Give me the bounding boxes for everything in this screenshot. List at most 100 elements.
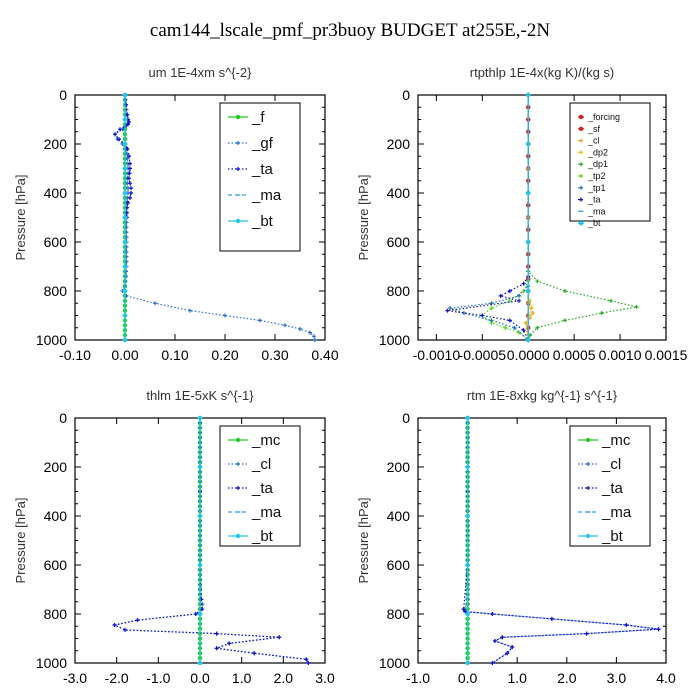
data-point xyxy=(490,612,495,616)
series-bt xyxy=(122,92,128,343)
y-tick-label: 400 xyxy=(44,508,68,524)
data-point xyxy=(313,338,317,342)
legend-marker xyxy=(235,218,241,224)
data-point xyxy=(127,119,131,124)
y-tick-label: 800 xyxy=(387,283,411,299)
legend-marker xyxy=(235,437,241,443)
legend-marker xyxy=(236,141,240,145)
data-point xyxy=(113,132,117,137)
data-point xyxy=(197,562,203,568)
data-point xyxy=(122,92,128,98)
legend-marker xyxy=(586,486,590,490)
data-point xyxy=(200,607,205,612)
data-point xyxy=(127,154,131,159)
data-point xyxy=(634,304,639,309)
series-line xyxy=(447,95,529,341)
y-tick-label: 0 xyxy=(59,410,67,426)
legend-marker xyxy=(579,174,583,178)
x-tick-label: -0.10 xyxy=(59,347,91,363)
chart-panel-3: thlm 1E-5xK s^{-1} Pressure [hPa] 0 200 400 6… xyxy=(13,388,335,686)
data-point xyxy=(125,205,129,210)
data-point xyxy=(526,337,531,343)
data-point xyxy=(465,513,470,519)
data-point xyxy=(535,279,540,284)
legend-marker xyxy=(579,185,583,190)
data-point xyxy=(465,660,470,666)
legend-marker xyxy=(578,221,584,226)
data-point xyxy=(277,635,282,640)
x-tick-label: -0.0005 xyxy=(459,347,507,363)
data-point xyxy=(490,661,495,665)
y-tick-label: 200 xyxy=(44,459,68,475)
y-tick-label: 600 xyxy=(44,557,68,573)
data-point xyxy=(465,611,470,617)
data-point xyxy=(122,288,128,294)
data-point xyxy=(500,635,505,640)
data-point xyxy=(129,191,133,195)
series-line xyxy=(112,418,309,664)
data-point xyxy=(535,325,540,330)
legend-label: _mc xyxy=(251,432,281,449)
data-point xyxy=(498,293,503,298)
y-tick-label: 400 xyxy=(44,185,68,201)
y-axis-label: Pressure [hPa] xyxy=(356,498,371,584)
data-point xyxy=(656,627,661,632)
data-point xyxy=(584,631,589,636)
data-point xyxy=(122,215,128,220)
series-line xyxy=(524,95,533,341)
chart-panel-2: rtpthlp 1E-4x(kg K)/(kg s) Pressure [hPa]… xyxy=(356,65,688,363)
data-point xyxy=(197,464,203,470)
chart-panel-1: um 1E-4xm s^{-2} Pressure [hPa] 0 200 400 600… xyxy=(13,65,339,363)
data-point xyxy=(197,513,203,519)
legend-marker xyxy=(578,126,584,131)
data-point xyxy=(562,318,567,323)
data-point xyxy=(197,611,203,617)
data-point xyxy=(122,166,128,171)
series-ta xyxy=(445,93,531,342)
legend: _forcing _sf _cl_dp2 _dp1 _tp2 _tp1 _ta_ma _bt xyxy=(569,102,651,228)
data-point xyxy=(521,281,526,286)
data-point xyxy=(188,308,192,313)
data-point xyxy=(517,298,522,303)
y-tick-label: 0 xyxy=(402,410,410,426)
data-point xyxy=(507,318,512,323)
data-point xyxy=(526,92,531,98)
x-tick-label: -0.0010 xyxy=(413,347,461,363)
y-tick-label: 400 xyxy=(387,185,411,201)
data-point xyxy=(117,137,121,142)
x-tick-label: -3.0 xyxy=(63,670,87,686)
data-point xyxy=(118,127,122,132)
legend-box xyxy=(219,102,301,252)
legend-label: _ma xyxy=(251,504,282,521)
y-tick-label: 800 xyxy=(387,606,411,622)
x-tick-label: 0.00 xyxy=(111,347,138,363)
data-point xyxy=(214,631,219,636)
x-tick-label: 0.20 xyxy=(211,347,238,363)
y-axis-label: Pressure [hPa] xyxy=(356,175,371,261)
x-tick-label: 0.40 xyxy=(311,347,338,363)
legend-marker xyxy=(235,533,241,539)
legend-marker xyxy=(586,462,590,466)
data-point xyxy=(122,313,128,318)
y-tick-label: 800 xyxy=(44,606,68,622)
legend-box xyxy=(569,102,651,222)
data-point xyxy=(227,641,232,646)
data-point xyxy=(193,612,198,616)
y-tick-label: 1000 xyxy=(379,332,410,348)
data-point xyxy=(122,239,128,245)
y-tick-label: 600 xyxy=(387,234,411,250)
chart-panel-4: rtm 1E-8xkg kg^{-1} s^{-1} Pressure [hPa]… xyxy=(356,388,676,686)
y-axis-label: Pressure [hPa] xyxy=(13,498,28,584)
data-point xyxy=(214,646,219,651)
chart-title: rtpthlp 1E-4x(kg K)/(kg s) xyxy=(470,65,615,80)
x-tick-label: 0.0000 xyxy=(507,347,550,363)
data-point xyxy=(523,320,528,325)
data-point xyxy=(252,651,257,656)
data-point xyxy=(608,298,613,303)
page-title: cam144_lscale_pmf_pr3buoy BUDGET at255E,… xyxy=(149,20,551,41)
data-point xyxy=(312,334,316,339)
data-point xyxy=(122,264,128,269)
legend-label: _cl xyxy=(587,136,600,146)
legend-label: _ta xyxy=(601,480,624,497)
